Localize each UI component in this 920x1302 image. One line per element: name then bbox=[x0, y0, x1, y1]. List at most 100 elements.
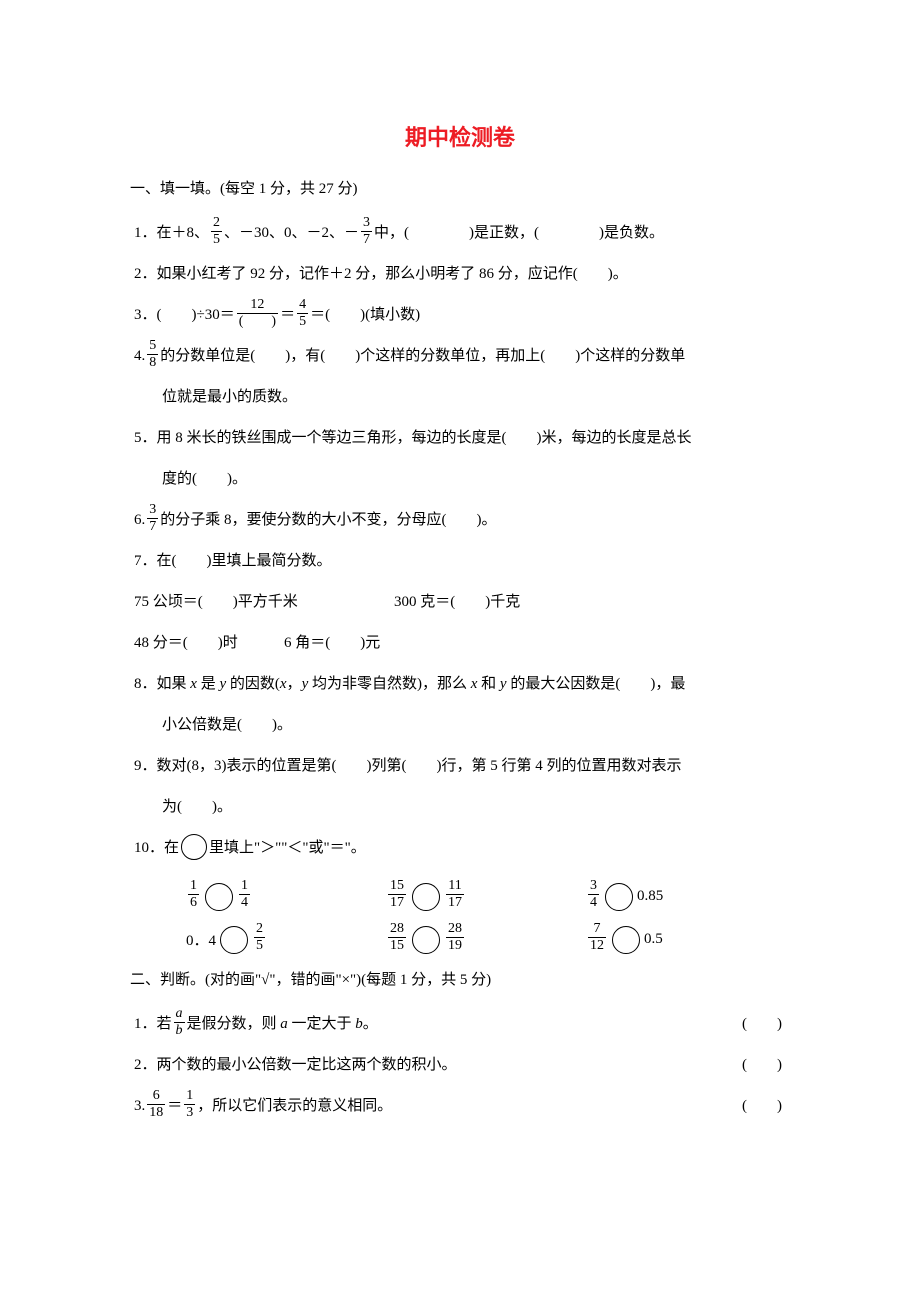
comparison-row: 0．4 25 2815 2819 712 0.5 bbox=[130, 924, 790, 955]
circle-icon bbox=[412, 883, 440, 911]
comparison-item: 340.85 bbox=[586, 881, 726, 912]
frac-num: a bbox=[174, 1007, 185, 1023]
q1-text-b: 、－30、0、－2、－ bbox=[224, 225, 359, 241]
q8-cont: 小公倍数是( )。 bbox=[130, 709, 790, 742]
q3: 3．( )÷30＝12( )＝45＝( )(填小数) bbox=[130, 299, 790, 332]
q9-cont: 为( )。 bbox=[130, 791, 790, 824]
q4-frac: 58 bbox=[147, 339, 158, 370]
comp-left: 0．4 bbox=[186, 929, 216, 950]
q6: 6.37的分子乘 8，要使分数的大小不变，分母应( )。 bbox=[130, 504, 790, 537]
frac-num: 12 bbox=[237, 298, 278, 314]
paren-blank: ( ) bbox=[742, 1008, 782, 1041]
q3-frac2: 45 bbox=[297, 298, 308, 329]
comp-right: 14 bbox=[239, 879, 250, 910]
comp-left: 16 bbox=[188, 879, 199, 910]
s2-q2-text: 2．两个数的最小公倍数一定比这两个数的积小。 bbox=[134, 1057, 457, 1073]
comp-right: 1117 bbox=[446, 879, 464, 910]
q10-a: 10．在 bbox=[134, 840, 179, 856]
frac-num: 5 bbox=[147, 339, 158, 355]
s2-q3-frac1: 618 bbox=[147, 1089, 165, 1120]
q7: 7．在( )里填上最简分数。 bbox=[130, 545, 790, 578]
circle-icon bbox=[412, 926, 440, 954]
q4-cont: 位就是最小的质数。 bbox=[130, 381, 790, 414]
section2-header: 二、判断。(对的画"√"，错的画"×")(每题 1 分，共 5 分) bbox=[130, 967, 790, 994]
frac-den: 5 bbox=[211, 232, 222, 247]
page-title: 期中检测卷 bbox=[130, 120, 790, 152]
q10: 10．在 里填上"＞""＜"或"＝"。 bbox=[130, 832, 790, 865]
q3-text-b: ＝ bbox=[280, 307, 295, 323]
frac-num: 6 bbox=[147, 1089, 165, 1105]
frac-den: b bbox=[174, 1023, 185, 1038]
frac-den: 7 bbox=[361, 232, 372, 247]
comparison-item: 2815 2819 bbox=[386, 924, 526, 955]
q4: 4.58的分数单位是( )，有( )个这样的分数单位，再加上( )个这样的分数单 bbox=[130, 340, 790, 373]
q7-r2-b: 6 角＝( )元 bbox=[284, 627, 380, 660]
q6-text-b: 的分子乘 8，要使分数的大小不变，分母应( )。 bbox=[160, 512, 496, 528]
q1-frac2: 37 bbox=[361, 216, 372, 247]
comp-right: 2819 bbox=[446, 922, 464, 953]
comp-right: 0.5 bbox=[644, 931, 663, 948]
circle-icon bbox=[612, 926, 640, 954]
frac-num: 3 bbox=[361, 216, 372, 232]
comp-right: 25 bbox=[254, 922, 265, 953]
comparison-grid: 161415171117340.850．425281528197120.5 bbox=[130, 881, 790, 955]
q7-r2-a: 48 分＝( )时 bbox=[134, 627, 284, 660]
q8: 8．如果 x 是 y 的因数(x，y 均为非零自然数)，那么 x 和 y 的最大… bbox=[130, 668, 790, 701]
s2-q3-a: 3. bbox=[134, 1098, 145, 1114]
comparison-item: 0．4 25 bbox=[186, 924, 326, 955]
q8-a: 8．如果 x 是 y 的因数(x，y 均为非零自然数)，那么 x 和 y 的最大… bbox=[134, 676, 685, 692]
s2-q2: 2．两个数的最小公倍数一定比这两个数的积小。 ( ) bbox=[130, 1049, 790, 1082]
q10-b: 里填上"＞""＜"或"＝"。 bbox=[209, 840, 366, 856]
s2-q3-b: ＝ bbox=[167, 1098, 182, 1114]
q5: 5．用 8 米长的铁丝围成一个等边三角形，每边的长度是( )米，每边的长度是总长 bbox=[130, 422, 790, 455]
q5-cont: 度的( )。 bbox=[130, 463, 790, 496]
q6-frac: 37 bbox=[147, 503, 158, 534]
q7-row1: 75 公顷＝( )平方千米 300 克＝( )千克 bbox=[130, 586, 790, 619]
paren-blank: ( ) bbox=[742, 1049, 782, 1082]
circle-icon bbox=[181, 834, 207, 860]
frac-den: ( ) bbox=[237, 314, 278, 329]
q1-text-c: 中，( )是正数，( )是负数。 bbox=[374, 225, 664, 241]
q3-frac1: 12( ) bbox=[237, 298, 278, 329]
circle-icon bbox=[205, 883, 233, 911]
s2-q3-frac2: 13 bbox=[184, 1089, 195, 1120]
s2-q3-c: ，所以它们表示的意义相同。 bbox=[197, 1098, 392, 1114]
frac-den: 8 bbox=[147, 355, 158, 370]
q4-text-a: 4. bbox=[134, 348, 145, 364]
comparison-item: 1614 bbox=[186, 881, 326, 912]
frac-den: 3 bbox=[184, 1105, 195, 1120]
comparison-item: 1517 1117 bbox=[386, 881, 526, 912]
comparison-item: 712 0.5 bbox=[586, 924, 726, 955]
frac-num: 4 bbox=[297, 298, 308, 314]
comp-right: 0.85 bbox=[637, 888, 663, 905]
q3-text-c: ＝( )(填小数) bbox=[310, 307, 420, 323]
q1-text-a: 1．在＋8、 bbox=[134, 225, 209, 241]
s2-q1-a: 1．若 bbox=[134, 1016, 172, 1032]
q7-r1-a: 75 公顷＝( )平方千米 bbox=[134, 586, 394, 619]
circle-icon bbox=[220, 926, 248, 954]
q4-text-b: 的分数单位是( )，有( )个这样的分数单位，再加上( )个这样的分数单 bbox=[160, 348, 685, 364]
frac-den: 18 bbox=[147, 1105, 165, 1120]
q3-text-a: 3．( )÷30＝ bbox=[134, 307, 235, 323]
comparison-row: 161415171117340.85 bbox=[130, 881, 790, 912]
s2-q3: 3.618＝13，所以它们表示的意义相同。 ( ) bbox=[130, 1090, 790, 1123]
q9: 9．数对(8，3)表示的位置是第( )列第( )行，第 5 行第 4 列的位置用… bbox=[130, 750, 790, 783]
s2-q1: 1．若ab是假分数，则 a 一定大于 b。 ( ) bbox=[130, 1008, 790, 1041]
comp-left: 2815 bbox=[388, 922, 406, 953]
frac-num: 3 bbox=[147, 503, 158, 519]
circle-icon bbox=[605, 883, 633, 911]
s2-q1-frac: ab bbox=[174, 1007, 185, 1038]
q2: 2．如果小红考了 92 分，记作＋2 分，那么小明考了 86 分，应记作( )。 bbox=[130, 258, 790, 291]
q7-row2: 48 分＝( )时 6 角＝( )元 bbox=[130, 627, 790, 660]
frac-den: 5 bbox=[297, 314, 308, 329]
s2-q1-b: 是假分数，则 a 一定大于 b。 bbox=[187, 1016, 378, 1032]
q1-frac1: 25 bbox=[211, 216, 222, 247]
paren-blank: ( ) bbox=[742, 1090, 782, 1123]
section1-header: 一、填一填。(每空 1 分，共 27 分) bbox=[130, 176, 790, 203]
comp-left: 1517 bbox=[388, 879, 406, 910]
q1: 1．在＋8、25、－30、0、－2、－37中，( )是正数，( )是负数。 bbox=[130, 217, 790, 250]
frac-num: 1 bbox=[184, 1089, 195, 1105]
frac-num: 2 bbox=[211, 216, 222, 232]
frac-den: 7 bbox=[147, 519, 158, 534]
comp-left: 712 bbox=[588, 922, 606, 953]
